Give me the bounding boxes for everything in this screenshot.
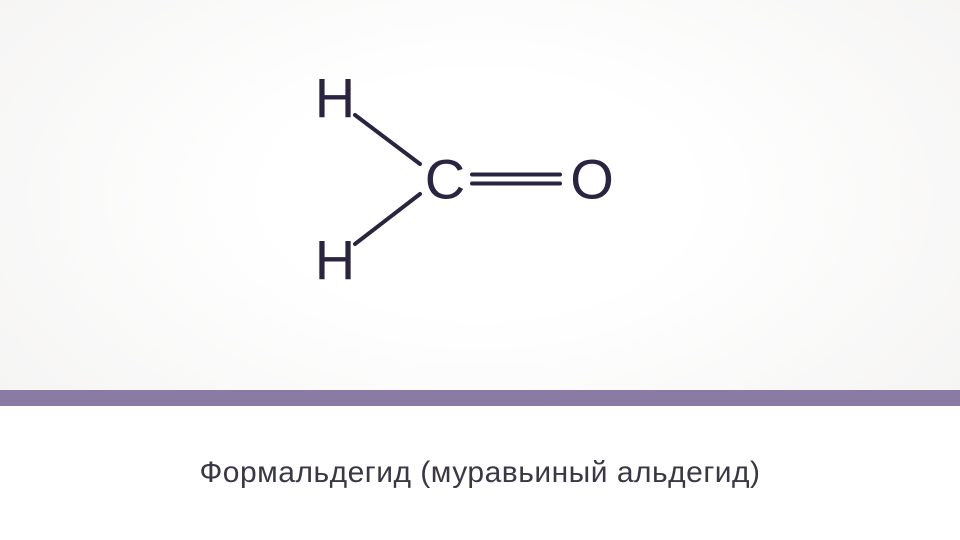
molecule-diagram: H H C O <box>0 0 960 390</box>
caption-text: Формальдегид (муравьиный альдегид) <box>199 456 760 490</box>
divider-bar <box>0 390 960 406</box>
bond-single <box>355 194 420 244</box>
bond-single <box>355 115 420 164</box>
atom-O: O <box>570 148 614 211</box>
atom-H2: H <box>315 229 355 292</box>
caption-area: Формальдегид (муравьиный альдегид) <box>0 406 960 540</box>
atom-H1: H <box>315 67 355 130</box>
atom-C: C <box>425 148 465 211</box>
diagram-canvas: H H C O <box>0 0 960 390</box>
